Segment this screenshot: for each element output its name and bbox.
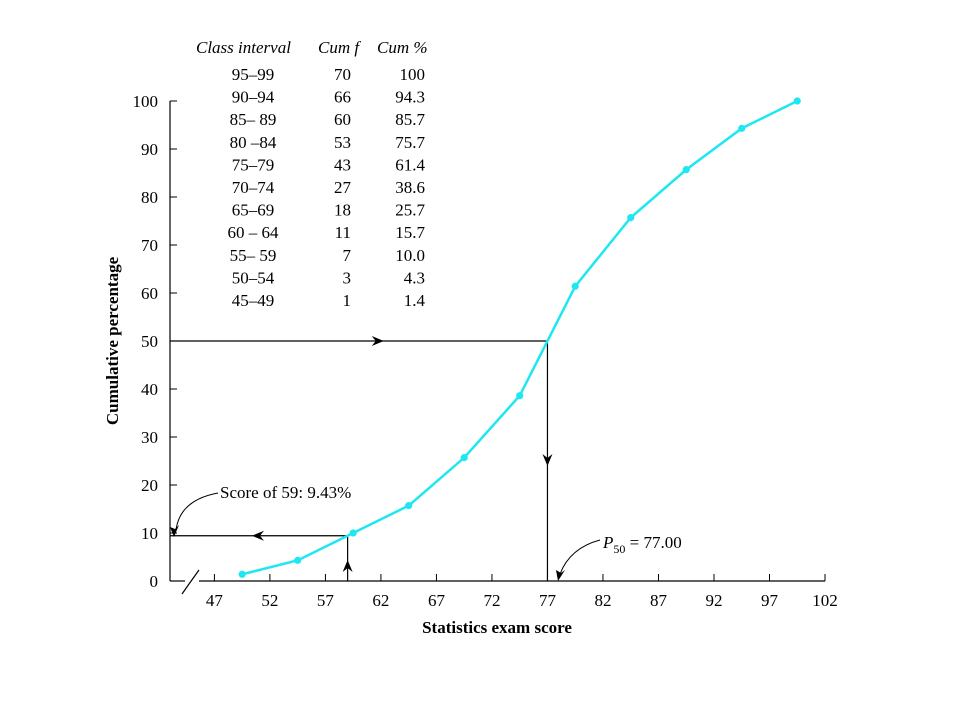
table-cell-cum-f: 7 [343, 246, 352, 265]
score-up-arrowhead [342, 560, 353, 572]
y-tick-label: 20 [141, 476, 158, 495]
x-tick-label: 47 [206, 591, 224, 610]
data-point [294, 556, 302, 564]
data-point [571, 282, 579, 290]
table-cell-cum-pct: 94.3 [395, 88, 425, 107]
data-point [349, 529, 357, 537]
table-cell-cum-pct: 10.0 [395, 246, 425, 265]
x-tick-label: 77 [539, 591, 557, 610]
y-tick-label: 90 [141, 140, 158, 159]
x-tick-label: 62 [372, 591, 389, 610]
score-annotation-leader [175, 492, 219, 531]
y-tick-label: 80 [141, 188, 158, 207]
p50-down-arrowhead [542, 454, 553, 466]
table-cell-interval: 90–94 [232, 88, 275, 107]
data-point [682, 166, 690, 174]
table-cell-cum-f: 3 [343, 268, 352, 287]
score-left-arrowhead [252, 530, 264, 541]
y-tick-label: 50 [141, 332, 158, 351]
table-cell-cum-f: 70 [334, 65, 351, 84]
y-tick-label: 100 [133, 92, 159, 111]
y-tick-label: 70 [141, 236, 158, 255]
table-cell-cum-f: 18 [334, 201, 351, 220]
p50-right-arrowhead [371, 336, 384, 346]
table-cell-interval: 50–54 [232, 268, 275, 287]
ogive-line [241, 99, 798, 576]
y-tick-label: 0 [150, 572, 159, 591]
table-header-cum-f: Cum f [318, 38, 361, 57]
table-cell-cum-pct: 75.7 [395, 133, 425, 152]
table-cell-cum-f: 43 [334, 155, 351, 174]
axis-break-mark [181, 569, 200, 595]
table-cell-cum-f: 66 [334, 88, 351, 107]
table-cell-interval: 45–49 [232, 291, 275, 310]
table-cell-cum-f: 53 [334, 133, 351, 152]
y-tick-label: 40 [141, 380, 158, 399]
data-point [793, 97, 801, 105]
table-cell-cum-pct: 25.7 [395, 201, 425, 220]
x-tick-label: 97 [761, 591, 779, 610]
cumulative-table: Class interval Cum f Cum % 95–99 70 100 90–94 6… [196, 38, 428, 310]
table-cell-cum-f: 1 [343, 291, 352, 310]
table-cell-interval: 65–69 [232, 201, 275, 220]
x-tick-label: 72 [483, 591, 500, 610]
p50-annotation-leader [559, 539, 601, 575]
x-tick-label: 52 [261, 591, 278, 610]
axes: 0 10 20 30 40 50 60 70 80 90 100 47 52 57 62 67 72 77 82 87… [133, 92, 838, 610]
data-point [738, 124, 746, 132]
y-tick-label: 60 [141, 284, 158, 303]
table-cell-cum-pct: 1.4 [404, 291, 426, 310]
score-annotation-arrowhead [170, 525, 179, 537]
series-ogive [238, 97, 801, 578]
table-cell-cum-pct: 61.4 [395, 155, 425, 174]
x-tick-label: 57 [317, 591, 335, 610]
table-cell-cum-f: 60 [334, 110, 351, 129]
y-tick-label: 30 [141, 428, 158, 447]
table-cell-interval: 70–74 [232, 178, 275, 197]
score-annotation-label: Score of 59: 9.43% [220, 483, 351, 502]
y-tick-label: 10 [141, 524, 158, 543]
table-cell-cum-f: 27 [334, 178, 352, 197]
table-header-cum-pct: Cum % [377, 38, 428, 57]
data-point [238, 570, 246, 578]
table-cell-cum-pct: 100 [400, 65, 426, 84]
annotations: Score of 59: 9.43% P50 = 77.00 [170, 483, 682, 581]
x-tick-label: 92 [705, 591, 722, 610]
x-tick-label: 87 [650, 591, 668, 610]
data-point [516, 392, 524, 400]
x-tick-label: 67 [428, 591, 446, 610]
x-axis-label: Statistics exam score [422, 618, 572, 637]
data-point [627, 214, 635, 222]
x-tick-label: 82 [594, 591, 611, 610]
table-cell-cum-pct: 38.6 [395, 178, 425, 197]
table-cell-cum-pct: 4.3 [404, 268, 425, 287]
table-cell-interval: 80 –84 [230, 133, 277, 152]
table-cell-cum-f: 11 [335, 223, 351, 242]
table-cell-cum-pct: 85.7 [395, 110, 425, 129]
y-axis-label: Cumulative percentage [103, 256, 122, 425]
data-point [405, 502, 413, 510]
p50-annotation-arrowhead [556, 570, 565, 581]
guide-lines [170, 336, 553, 581]
p50-annotation-label: P50 = 77.00 [602, 533, 682, 556]
data-point [460, 454, 468, 462]
table-cell-interval: 75–79 [232, 155, 275, 174]
table-cell-interval: 85– 89 [230, 110, 277, 129]
table-cell-cum-pct: 15.7 [395, 223, 425, 242]
table-cell-interval: 95–99 [232, 65, 275, 84]
table-cell-interval: 55– 59 [230, 246, 277, 265]
x-tick-label: 102 [812, 591, 838, 610]
table-cell-interval: 60 – 64 [228, 223, 280, 242]
table-header-class-interval: Class interval [196, 38, 291, 57]
